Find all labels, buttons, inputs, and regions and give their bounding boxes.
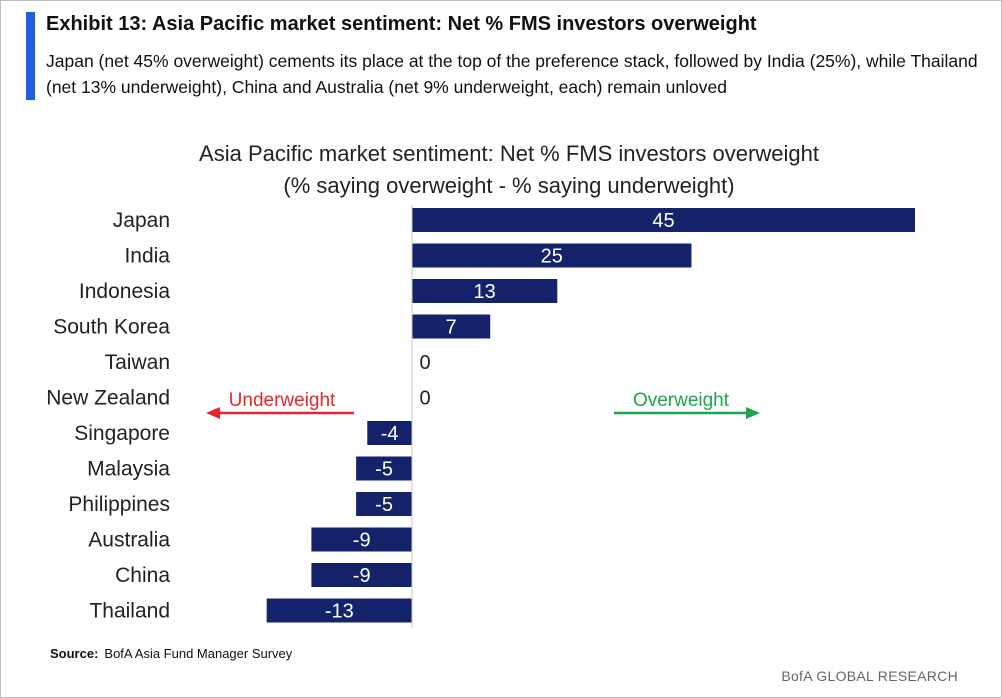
exhibit-subtitle: Japan (net 45% overweight) cements its p… <box>46 51 978 97</box>
value-label-china: -9 <box>353 565 371 587</box>
category-label-philippines: Philippines <box>68 493 170 516</box>
bar-japan <box>412 208 915 232</box>
chart-subtitle: (% saying overweight - % saying underwei… <box>283 173 734 198</box>
category-label-china: China <box>115 564 170 587</box>
bar-china <box>311 563 412 587</box>
exhibit-title: Exhibit 13: Asia Pacific market sentimen… <box>46 13 757 35</box>
value-label-australia: -9 <box>353 530 371 552</box>
category-label-indonesia: Indonesia <box>79 280 170 303</box>
value-label-south-korea: 7 <box>446 317 457 339</box>
bar-indonesia <box>412 279 558 303</box>
overweight-label: Overweight <box>633 390 730 411</box>
value-label-japan: 45 <box>652 210 674 232</box>
accent-bar <box>26 12 35 100</box>
value-label-indonesia: 13 <box>474 281 496 303</box>
bars-layer: Japan 45 India 25 Indonesia 13 South Korea 7 Tai… <box>46 208 915 623</box>
category-label-new-zealand: New Zealand <box>46 387 170 410</box>
underweight-label: Underweight <box>229 390 336 411</box>
bar-south-korea <box>412 314 491 339</box>
category-label-south-korea: South Korea <box>53 316 170 339</box>
bar-australia <box>311 527 412 552</box>
source-note: Source: BofA Asia Fund Manager Survey <box>50 646 292 661</box>
value-label-singapore: -4 <box>381 423 399 445</box>
value-label-malaysia: -5 <box>375 459 393 481</box>
value-label-taiwan: 0 <box>419 352 430 374</box>
value-label-new-zealand: 0 <box>419 388 430 410</box>
underweight-arrow-head <box>206 407 220 419</box>
source-text: BofA Asia Fund Manager Survey <box>104 646 293 661</box>
source-label: Source: <box>50 646 99 661</box>
value-label-philippines: -5 <box>375 494 393 516</box>
value-label-india: 25 <box>541 246 563 268</box>
bar-singapore <box>367 421 412 445</box>
category-label-india: India <box>124 245 170 268</box>
category-label-australia: Australia <box>88 529 170 552</box>
category-label-singapore: Singapore <box>74 422 170 445</box>
bar-thailand <box>266 598 412 623</box>
category-label-taiwan: Taiwan <box>105 351 170 374</box>
chart-title: Asia Pacific market sentiment: Net % FMS… <box>199 141 819 166</box>
annotation-layer: Underweight Overweight <box>206 390 760 419</box>
category-label-malaysia: Malaysia <box>87 458 170 481</box>
bar-philippines <box>356 492 412 516</box>
category-label-japan: Japan <box>113 209 170 232</box>
brand-footer: BofA GLOBAL RESEARCH <box>781 668 958 684</box>
bar-malaysia <box>356 456 412 481</box>
bar-india <box>412 243 692 268</box>
category-label-thailand: Thailand <box>89 600 170 623</box>
value-label-thailand: -13 <box>325 601 354 623</box>
overweight-arrow-head <box>746 407 760 419</box>
